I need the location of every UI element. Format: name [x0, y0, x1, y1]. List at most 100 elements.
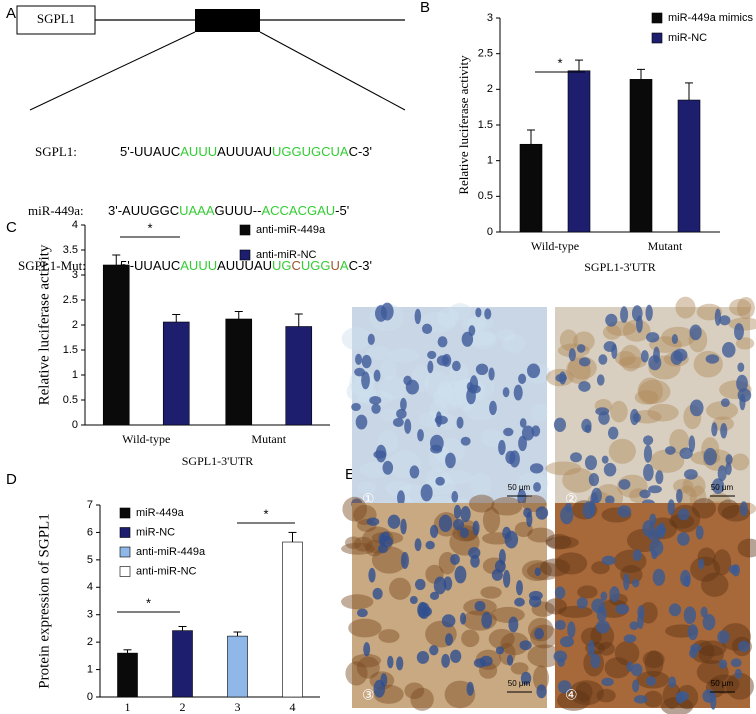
nucleus — [618, 479, 631, 490]
nucleus — [531, 425, 541, 437]
panel-label: E — [345, 466, 355, 483]
nucleus — [436, 355, 450, 366]
nucleus — [642, 520, 655, 537]
y-tick-label: 2 — [72, 319, 78, 331]
cell-stain — [691, 497, 716, 519]
y-tick-label: 3 — [87, 609, 93, 621]
y-tick-label: 2.5 — [478, 48, 493, 60]
nucleus — [687, 624, 699, 641]
nucleus — [623, 573, 630, 591]
nucleus — [509, 450, 520, 468]
y-tick-label: 2 — [87, 636, 93, 648]
nucleus — [473, 658, 487, 668]
nucleus — [430, 444, 443, 454]
error-bar — [112, 254, 121, 265]
nucleus — [372, 587, 383, 600]
nucleus — [718, 659, 728, 669]
y-tick-label: 1 — [487, 155, 493, 167]
bar — [285, 326, 313, 426]
nucleus — [645, 676, 656, 687]
nucleus — [557, 657, 565, 667]
nucleus — [667, 499, 675, 516]
nucleus — [591, 487, 602, 504]
nucleus — [734, 668, 742, 679]
cell-stain — [424, 371, 452, 398]
nucleus — [568, 348, 576, 362]
cell-stain — [502, 334, 526, 353]
nucleus — [536, 684, 547, 699]
sequence-segment: GUUU-- — [215, 203, 262, 218]
y-tick-label: 5 — [87, 554, 93, 566]
scale-label: 50 μm — [711, 679, 734, 688]
legend-swatch — [119, 546, 131, 558]
nucleus — [504, 530, 519, 549]
y-tick-label: 1 — [72, 369, 78, 381]
error-bar — [123, 649, 132, 654]
cell-stain — [481, 429, 503, 447]
zoom-line — [29, 31, 196, 111]
nucleus — [474, 600, 486, 612]
nucleus — [725, 462, 732, 476]
nucleus — [739, 501, 748, 517]
nucleus — [441, 653, 450, 668]
x-tick-label: 1 — [125, 700, 131, 714]
nucleus — [515, 580, 523, 596]
nucleus — [461, 331, 474, 347]
panel-label: C — [6, 219, 17, 236]
nucleus — [361, 371, 370, 390]
nucleus — [488, 367, 495, 381]
nucleus — [454, 565, 467, 584]
x-tick-label: Mutant — [648, 239, 683, 253]
nucleus — [418, 602, 431, 620]
nucleus — [722, 342, 736, 358]
nucleus — [677, 508, 690, 521]
cell-stain — [371, 546, 407, 574]
nucleus — [498, 439, 506, 456]
nucleus — [371, 403, 381, 414]
y-tick-label: 0.5 — [63, 394, 78, 406]
nucleus — [427, 360, 434, 374]
cell-stain — [602, 324, 622, 340]
sequence-segment: UAAA — [179, 203, 215, 218]
nucleus — [601, 555, 616, 566]
nucleus — [481, 611, 493, 629]
nucleus — [452, 518, 465, 531]
cell-stain — [660, 696, 694, 714]
x-axis-label: SGPL1-3'UTR — [182, 454, 254, 468]
nucleus — [596, 606, 607, 623]
error-bar — [685, 82, 693, 101]
nucleus — [668, 603, 682, 617]
nucleus — [717, 630, 730, 644]
cell-stain — [341, 542, 376, 555]
nucleus — [400, 551, 409, 569]
nucleus — [601, 455, 609, 464]
nucleus — [657, 522, 666, 539]
nucleus — [576, 597, 588, 609]
nucleus — [433, 576, 447, 595]
nucleus — [508, 616, 519, 633]
nucleus — [728, 564, 739, 575]
cell-stain — [353, 536, 373, 552]
nucleus — [404, 418, 412, 434]
image-number: ② — [565, 491, 578, 507]
nucleus — [560, 506, 574, 525]
zoom-line — [259, 31, 406, 111]
nucleus — [651, 549, 658, 560]
nucleus — [559, 636, 574, 648]
cell-stain — [488, 628, 515, 650]
cell-stain — [662, 682, 682, 709]
legend-label: miR-449a mimics — [668, 12, 753, 24]
sequence-segment: C-3' — [349, 258, 372, 273]
nucleus — [416, 650, 430, 664]
bar — [519, 143, 543, 233]
y-tick-label: 3 — [487, 12, 493, 24]
legend-label: anti-miR-449a — [256, 224, 326, 236]
x-axis-label: SGPL1-3'UTR — [584, 260, 656, 274]
nucleus — [698, 558, 705, 570]
nucleus — [609, 586, 620, 603]
cell-stain — [496, 329, 516, 342]
nucleus — [584, 455, 597, 471]
cell-stain — [562, 467, 595, 493]
nucleus — [466, 681, 474, 696]
